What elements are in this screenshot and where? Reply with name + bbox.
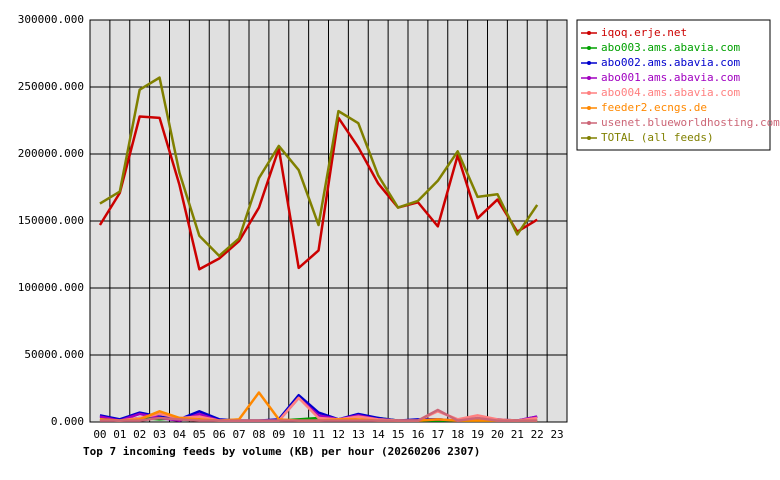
series-line [99,76,539,258]
legend-marker [587,121,591,125]
y-tick-label: 0.000 [51,415,84,428]
legend-marker [587,31,591,35]
legend-marker [587,91,591,95]
legend-box [576,19,771,151]
y-tick-label: 250000.000 [18,80,84,93]
x-tick-label: 17 [431,428,444,441]
x-tick-label: 20 [491,428,504,441]
legend-label: feeder2.ecngs.de [601,101,707,114]
legend-marker [587,106,591,110]
x-tick-label: 12 [332,428,345,441]
y-tick-label: 300000.000 [18,13,84,26]
x-tick-label: 19 [471,428,484,441]
legend-label: iqoq.erje.net [601,26,687,39]
x-tick-label: 13 [352,428,365,441]
x-tick-label: 06 [213,428,226,441]
x-tick-label: 18 [451,428,464,441]
legend-marker [587,61,591,65]
x-tick-label: 11 [312,428,325,441]
y-tick-label: 200000.000 [18,147,84,160]
series-line [98,115,538,271]
legend-label: abo004.ams.abavia.com [601,86,740,99]
x-tick-label: 21 [511,428,524,441]
chart-title: Top 7 incoming feeds by volume (KB) per … [83,445,480,458]
x-tick-label: 16 [411,428,424,441]
legend-label: usenet.blueworldhosting.com [601,116,780,129]
series-line [99,408,538,422]
y-tick-label: 50000.000 [24,348,84,361]
plot-border [89,19,568,423]
x-tick-label: 05 [193,428,206,441]
legend-label: abo002.ams.abavia.com [601,56,740,69]
x-tick-label: 15 [391,428,404,441]
x-tick-label: 07 [232,428,245,441]
x-tick-label: 01 [113,428,126,441]
x-tick-label: 03 [153,428,166,441]
legend-label: abo001.ams.abavia.com [601,71,740,84]
x-tick-label: 14 [372,428,386,441]
legend-marker [587,76,591,80]
x-tick-label: 00 [93,428,106,441]
x-tick-label: 08 [252,428,265,441]
x-tick-label: 02 [133,428,146,441]
x-tick-label: 09 [272,428,285,441]
legend-marker [587,46,591,50]
x-tick-label: 23 [550,428,563,441]
legend-label: abo003.ams.abavia.com [601,41,740,54]
legend-marker [587,136,591,140]
legend-label: TOTAL (all feeds) [601,131,714,144]
x-tick-label: 04 [173,428,187,441]
y-tick-label: 100000.000 [18,281,84,294]
y-tick-label: 150000.000 [18,214,84,227]
x-tick-label: 22 [531,428,544,441]
x-tick-label: 10 [292,428,305,441]
